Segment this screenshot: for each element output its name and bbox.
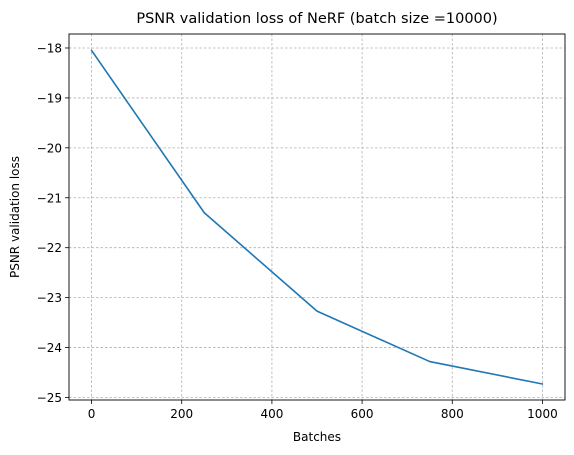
grid bbox=[69, 34, 565, 400]
x-tick-label: 1000 bbox=[527, 407, 558, 421]
x-tick-label: 0 bbox=[88, 407, 96, 421]
plot-frame bbox=[68, 33, 566, 401]
x-tick-label: 600 bbox=[351, 407, 374, 421]
y-tick-label: −23 bbox=[37, 291, 62, 305]
x-tick-label: 400 bbox=[260, 407, 283, 421]
y-tick-label: −20 bbox=[37, 141, 62, 155]
x-tick-label: 800 bbox=[441, 407, 464, 421]
y-tick-label: −25 bbox=[37, 391, 62, 405]
x-axis: 0 200 400 600 800 1000 bbox=[88, 400, 558, 421]
x-axis-label: Batches bbox=[293, 430, 341, 444]
y-axis-label: PSNR validation loss bbox=[8, 156, 22, 278]
y-axis: −18 −19 −20 −21 −22 −23 −24 −25 bbox=[37, 41, 69, 405]
y-tick-label: −21 bbox=[37, 191, 62, 205]
y-tick-label: −19 bbox=[37, 91, 62, 105]
chart-title: PSNR validation loss of NeRF (batch size… bbox=[136, 11, 497, 27]
series-layer bbox=[90, 49, 544, 385]
y-tick-label: −18 bbox=[37, 41, 62, 55]
x-tick-label: 200 bbox=[170, 407, 193, 421]
y-tick-label: −22 bbox=[37, 241, 62, 255]
series-line bbox=[90, 49, 544, 385]
y-tick-label: −24 bbox=[37, 341, 62, 355]
